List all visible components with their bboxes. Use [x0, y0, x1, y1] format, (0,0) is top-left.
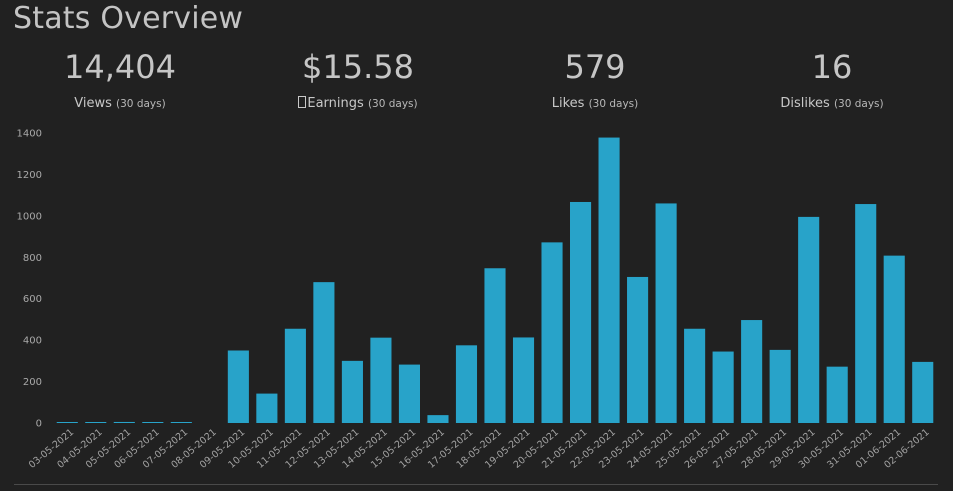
bar-17-05-2021[interactable]	[455, 345, 478, 423]
bar-06-05-2021[interactable]	[142, 422, 164, 423]
bar-12-05-2021[interactable]	[313, 282, 335, 423]
bar-22-05-2021[interactable]	[598, 137, 620, 423]
bar-21-05-2021[interactable]	[570, 201, 592, 423]
stat-likes-period: (30 days)	[588, 98, 639, 110]
stat-likes-value: 579	[564, 48, 626, 86]
y-tick-label: 800	[23, 253, 42, 264]
bar-18-05-2021[interactable]	[484, 268, 506, 423]
stat-views-value: 14,404	[64, 48, 176, 86]
bar-14-05-2021[interactable]	[370, 337, 392, 423]
y-tick-label: 1200	[17, 170, 42, 181]
stat-earnings-label-row: Earnings (30 days)	[248, 96, 468, 112]
stat-earnings: $15.58 Earnings (30 days)	[248, 50, 468, 112]
bar-23-05-2021[interactable]	[627, 276, 649, 423]
stat-likes-label-row: Likes (30 days)	[485, 96, 705, 112]
bar-13-05-2021[interactable]	[341, 360, 363, 423]
stat-views-label: Views	[74, 96, 112, 111]
y-tick-label: 600	[23, 294, 42, 305]
page-title: Stats Overview	[13, 1, 244, 36]
bar-29-05-2021[interactable]	[798, 216, 820, 423]
bar-05-05-2021[interactable]	[113, 421, 135, 423]
stat-likes-label: Likes	[551, 96, 585, 111]
stat-views: 14,404 Views (30 days)	[10, 50, 230, 112]
bar-25-05-2021[interactable]	[684, 328, 706, 423]
bar-10-05-2021[interactable]	[256, 393, 278, 423]
bar-09-05-2021[interactable]	[227, 350, 249, 424]
stat-views-period: (30 days)	[116, 98, 166, 110]
stat-dislikes-label-row: Dislikes (30 days)	[722, 96, 942, 112]
bar-07-05-2021[interactable]	[170, 422, 192, 423]
bottom-divider	[14, 484, 938, 485]
stat-dislikes: 16 Dislikes (30 days)	[722, 50, 942, 112]
bar-15-05-2021[interactable]	[398, 364, 420, 423]
bar-03-05-2021[interactable]	[56, 422, 78, 423]
stat-dislikes-label: Dislikes	[780, 96, 830, 111]
bar-20-05-2021[interactable]	[541, 242, 563, 423]
bar-30-05-2021[interactable]	[826, 366, 848, 423]
bar-02-06-2021[interactable]	[912, 361, 934, 423]
bar-27-05-2021[interactable]	[741, 320, 763, 423]
bar-16-05-2021[interactable]	[427, 415, 449, 423]
missing-glyph-icon	[298, 96, 307, 108]
bar-19-05-2021[interactable]	[512, 337, 535, 423]
stat-dislikes-period: (30 days)	[833, 98, 884, 110]
y-tick-label: 400	[23, 336, 42, 347]
bar-24-05-2021[interactable]	[655, 203, 677, 423]
stat-likes: 579 Likes (30 days)	[485, 50, 705, 112]
bar-01-06-2021[interactable]	[883, 255, 905, 423]
bar-11-05-2021[interactable]	[284, 328, 306, 423]
y-tick-label: 0	[36, 419, 42, 430]
y-tick-label: 1400	[17, 129, 42, 140]
stat-earnings-value: $15.58	[302, 48, 414, 86]
bar-28-05-2021[interactable]	[769, 349, 791, 423]
y-tick-label: 1000	[17, 211, 42, 222]
stat-views-label-row: Views (30 days)	[10, 96, 230, 112]
bar-26-05-2021[interactable]	[712, 351, 734, 423]
bar-31-05-2021[interactable]	[855, 204, 877, 423]
stat-earnings-label: Earnings	[307, 96, 364, 111]
bar-04-05-2021[interactable]	[85, 422, 107, 423]
y-tick-label: 200	[23, 377, 42, 388]
stat-dislikes-value: 16	[811, 48, 853, 86]
stat-earnings-period: (30 days)	[367, 98, 418, 110]
views-bar-chart: 020040060080010001200140003-05-202104-05…	[17, 129, 934, 471]
